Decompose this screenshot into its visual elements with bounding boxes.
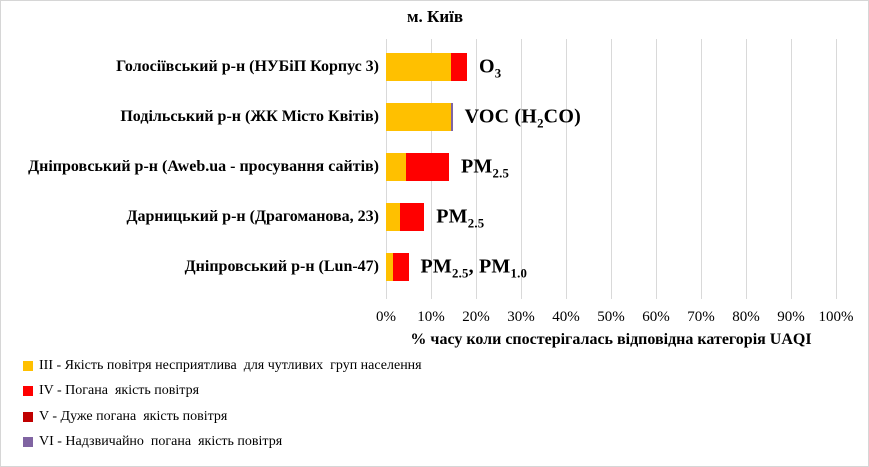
- gridline: [656, 39, 657, 299]
- x-tick-label: 80%: [732, 309, 760, 325]
- category-label: Дніпровський р-н (Lun-47): [3, 242, 379, 292]
- x-tick-label: 100%: [818, 309, 854, 325]
- category-label-text: Дніпровський р-н (Lun-47): [184, 258, 379, 275]
- legend-swatch: [23, 386, 33, 397]
- chart-title: м. Київ: [406, 7, 464, 26]
- x-tick-label: 90%: [777, 309, 805, 325]
- bar-annotation: PM2.5: [461, 155, 510, 181]
- x-axis-title: % часу коли спостерігалась відповідна ка…: [410, 331, 812, 348]
- gridline: [746, 39, 747, 299]
- bar-segment: [386, 253, 393, 281]
- bar-segment: [406, 153, 449, 181]
- category-label: Дніпровський р-н (Aweb.ua - просування с…: [3, 142, 379, 192]
- legend-swatch: [23, 361, 33, 371]
- gridline: [701, 39, 702, 299]
- category-label-text: Дніпровський р-н (Aweb.ua - просування с…: [28, 158, 379, 175]
- plot-area: O3 VOC (H2CO) PM2.5 PM2.5 PM2.5, PM1.0: [386, 39, 837, 299]
- category-label: Дарницький р-н (Драгоманова, 23): [3, 192, 380, 242]
- bar-segment: [451, 53, 467, 81]
- bar-segment: [399, 203, 425, 231]
- legend-label: V - Дуже погана якість повітря: [39, 408, 228, 424]
- x-tick-label: 30%: [507, 309, 535, 325]
- x-tick-label: 10%: [417, 309, 445, 325]
- legend-swatch: [23, 437, 33, 448]
- bar-segment: [386, 203, 400, 231]
- category-label: Голосіївський р-н (НУБіП Корпус 3): [3, 42, 379, 92]
- category-label-text: Подільський р-н (ЖК Місто Квітів): [120, 108, 379, 125]
- legend-item: VI - Надзвичайно погана якість повітря: [23, 434, 422, 449]
- legend-label: III - Якість повітря несприятлива для чу…: [39, 358, 422, 373]
- gridline: [836, 39, 837, 299]
- category-label: Подільський р-н (ЖК Місто Квітів): [3, 92, 379, 142]
- category-label-text: Голосіївський р-н (НУБіП Корпус 3): [116, 58, 379, 75]
- x-tick-label: 40%: [552, 309, 580, 325]
- legend-item: IV - Погана якість повітря: [23, 383, 422, 398]
- bar-segment: [386, 53, 452, 81]
- legend-item: V - Дуже погана якість повітря: [23, 409, 422, 424]
- x-tick-label: 50%: [597, 309, 625, 325]
- gridline: [521, 39, 522, 299]
- legend: III - Якість повітря несприятлива для чу…: [23, 358, 422, 450]
- category-label-text: Дарницький р-н (Драгоманова, 23): [126, 208, 380, 225]
- legend-swatch: [23, 411, 33, 422]
- bar-annotation: O3: [479, 55, 502, 81]
- bar-annotation: PM2.5, PM1.0: [420, 255, 528, 281]
- bar-annotation: PM2.5: [436, 205, 485, 231]
- x-tick-label: 60%: [642, 309, 670, 325]
- gridline: [611, 39, 612, 299]
- gridline: [791, 39, 792, 299]
- x-tick-label: 70%: [687, 309, 715, 325]
- x-tick-label: 0%: [376, 309, 396, 325]
- legend-label: IV - Погана якість повітря: [39, 383, 200, 399]
- x-tick-label: 20%: [462, 309, 490, 325]
- legend-label: VI - Надзвичайно погана якість повітря: [39, 434, 283, 450]
- gridline: [566, 39, 567, 299]
- bar-segment: [451, 103, 453, 131]
- bar-annotation: VOC (H2CO): [464, 105, 581, 131]
- bar-segment: [386, 103, 452, 131]
- gridline: [476, 39, 477, 299]
- bar-segment: [386, 153, 407, 181]
- legend-item: III - Якість повітря несприятлива для чу…: [23, 358, 422, 373]
- bar-segment: [392, 253, 409, 281]
